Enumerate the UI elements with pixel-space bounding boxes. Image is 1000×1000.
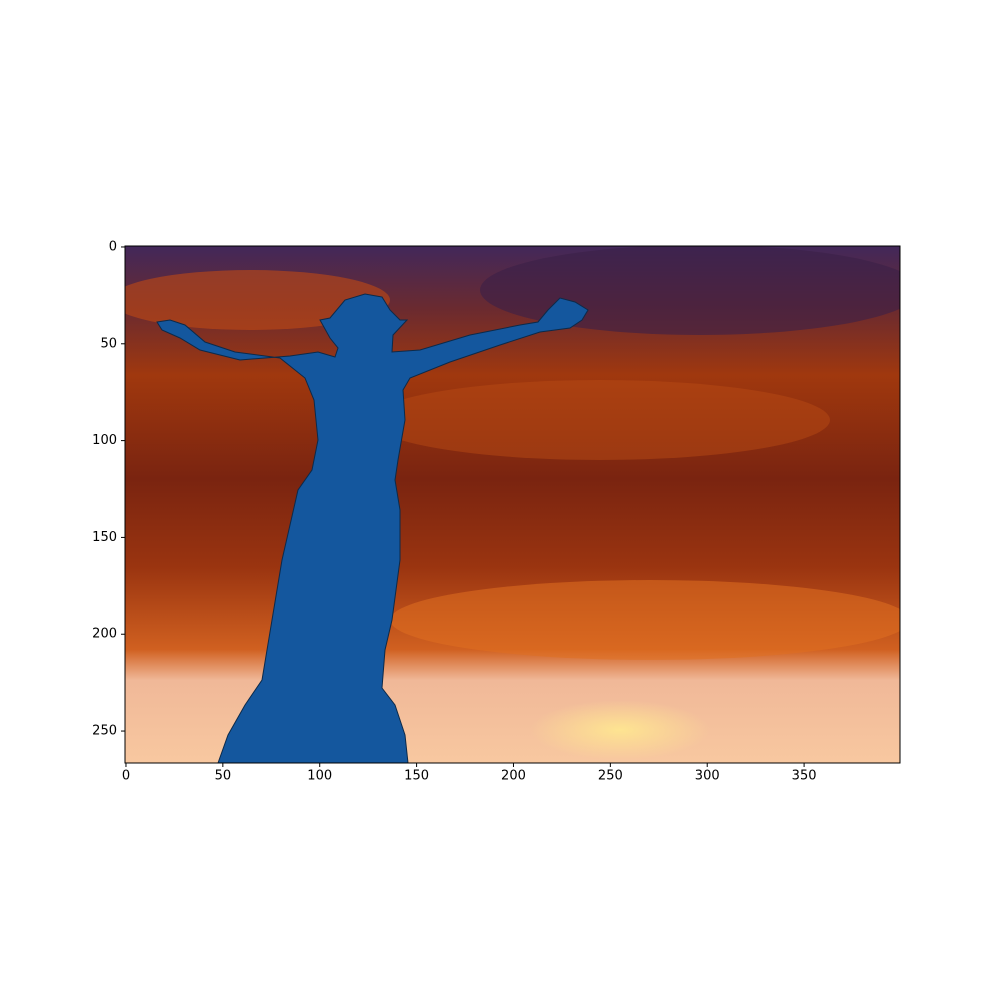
x-tick-label: 350 <box>792 769 817 784</box>
axes-frame <box>124 245 901 764</box>
x-tick-label: 200 <box>501 769 526 784</box>
x-tick-label: 250 <box>598 769 623 784</box>
cloud <box>125 270 390 330</box>
cloud <box>370 380 830 460</box>
x-tick-label: 150 <box>404 769 429 784</box>
y-tick-label: 200 <box>92 627 117 642</box>
y-tick-label: 150 <box>92 530 117 545</box>
cloud <box>390 580 900 660</box>
x-tick-label: 300 <box>695 769 720 784</box>
y-tick-label: 100 <box>92 433 117 448</box>
y-tick-label: 50 <box>100 336 117 351</box>
y-tick-label: 250 <box>92 724 117 739</box>
y-tick-label: 0 <box>109 239 117 254</box>
x-tick-label: 0 <box>122 769 130 784</box>
sun-glow <box>530 700 710 760</box>
mask <box>156 293 589 763</box>
x-tick-label: 50 <box>215 769 232 784</box>
image <box>125 246 900 763</box>
x-tick-label: 100 <box>307 769 332 784</box>
